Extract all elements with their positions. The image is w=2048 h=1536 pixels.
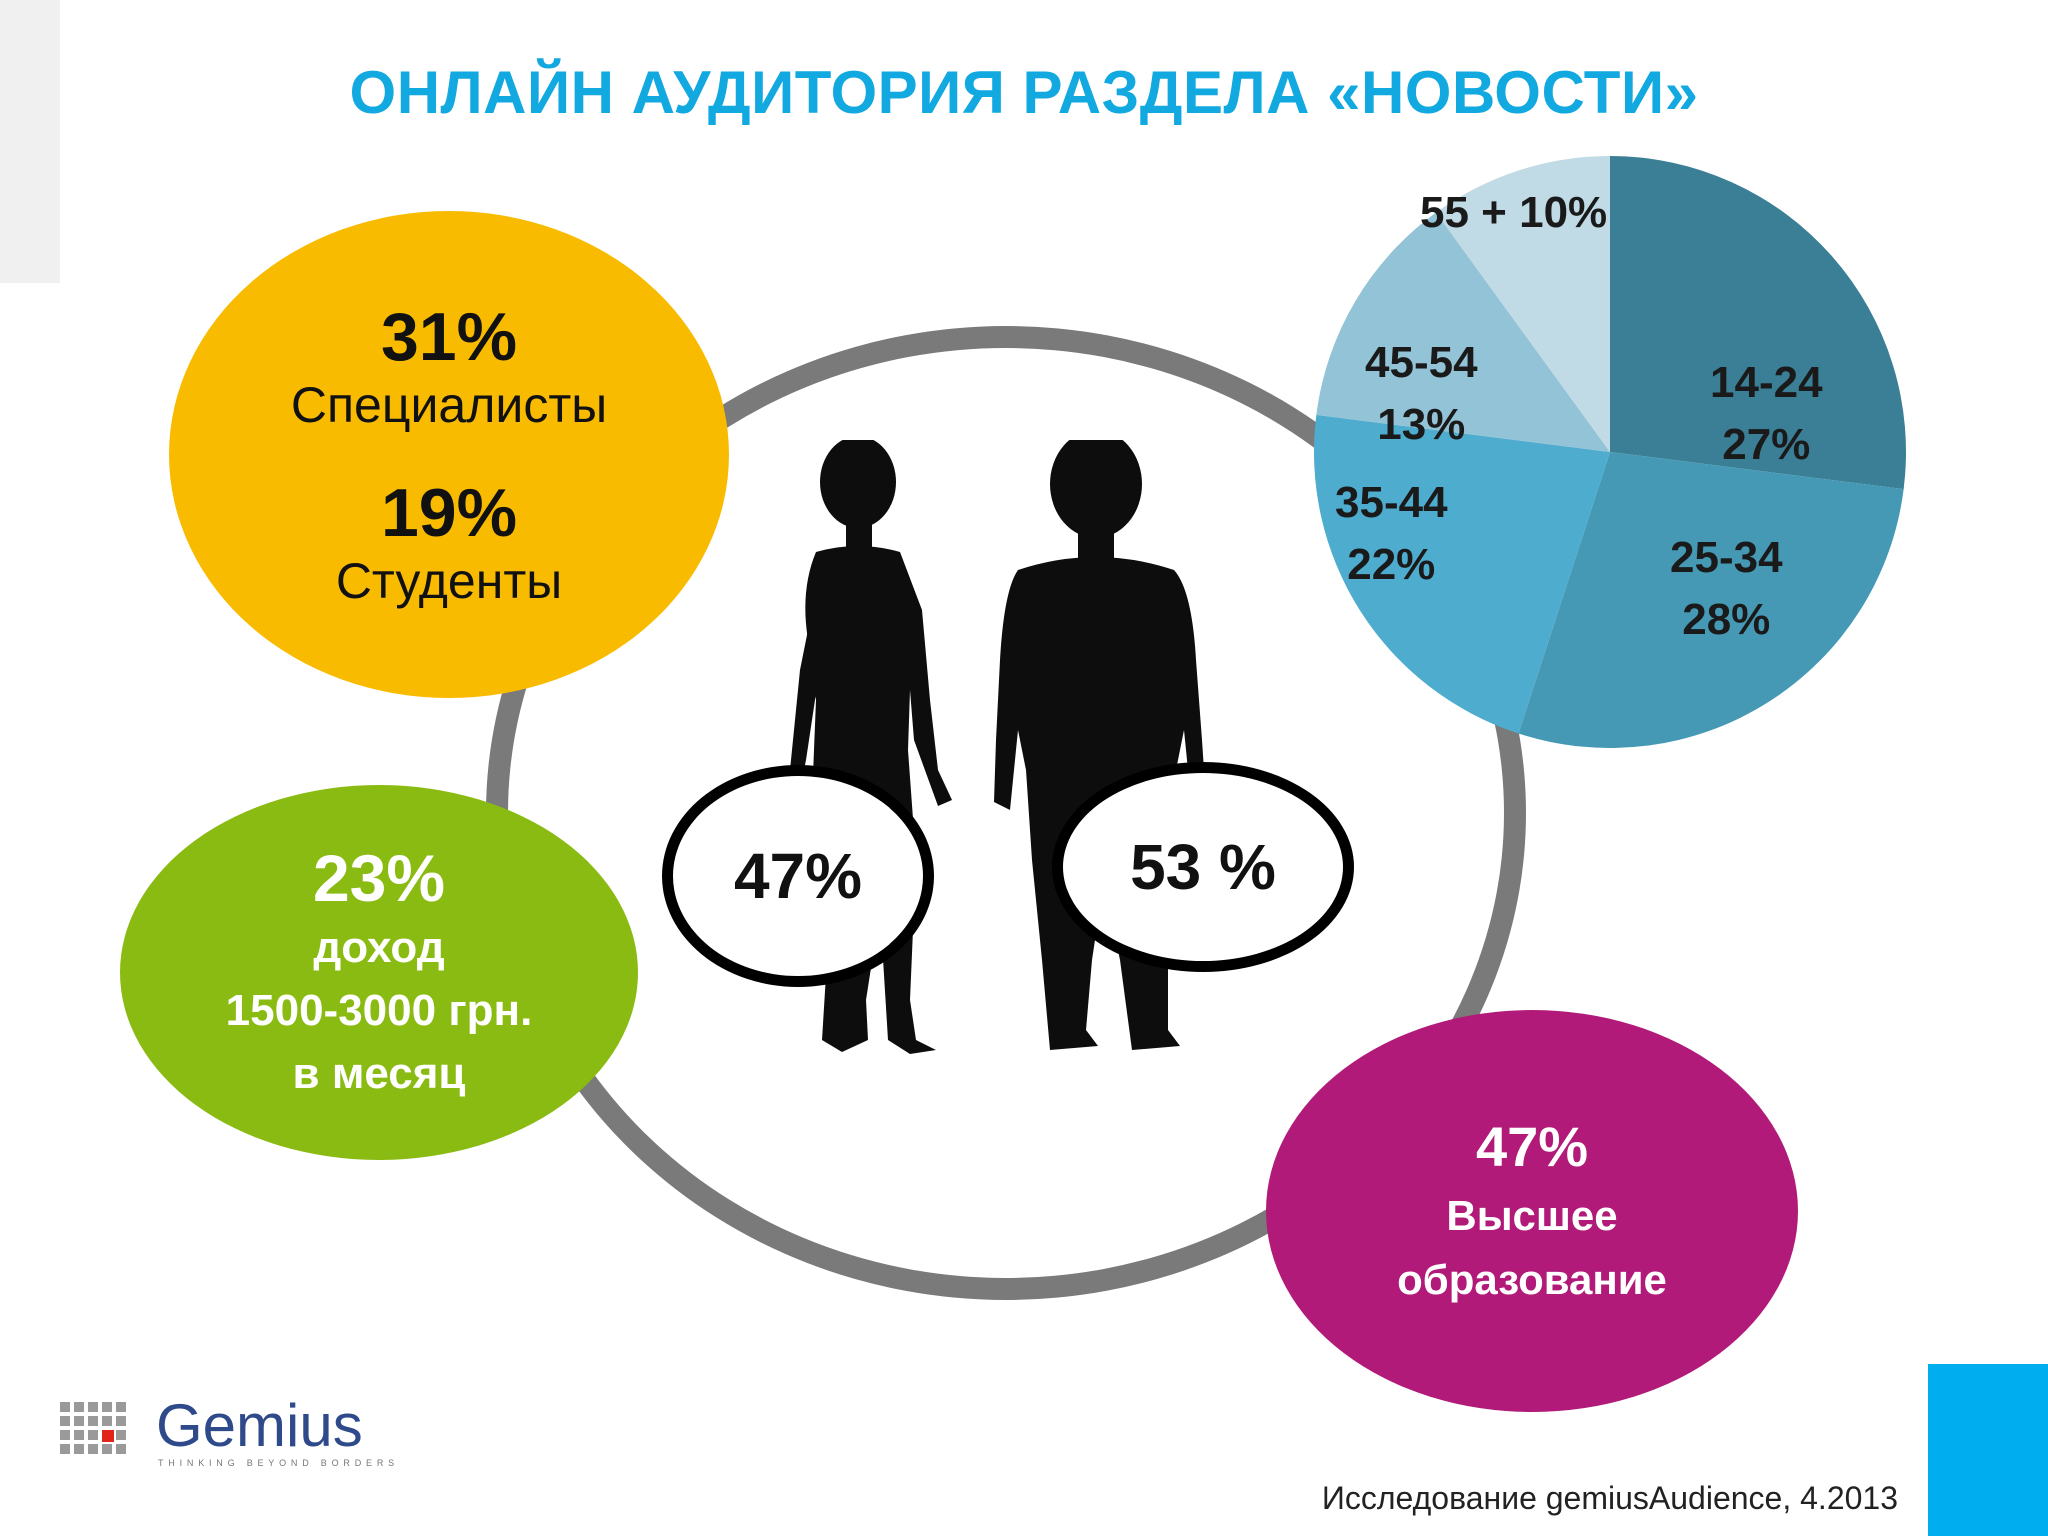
pie-label-35-44: 35-44 22% <box>1335 472 1448 596</box>
students-label: Студенты <box>335 552 563 609</box>
pie-category-35-44: 35-44 <box>1335 478 1448 527</box>
income-line1: доход <box>313 923 445 972</box>
pie-label-14-24: 14-24 27% <box>1710 352 1823 476</box>
pie-category-25-34: 25-34 <box>1670 533 1783 582</box>
education-bubble: 47% Высшее образование <box>1266 1010 1798 1412</box>
pie-slice-25-34 <box>1518 452 1904 748</box>
pie-value-25-34: 28% <box>1682 595 1771 644</box>
corner-accent <box>1928 1364 2048 1536</box>
pie-category-55-plus: 55 + <box>1420 188 1507 237</box>
pie-value-55-plus: 10% <box>1519 188 1608 237</box>
pie-slice-14-24 <box>1610 156 1906 490</box>
pie-value-45-54: 13% <box>1377 400 1466 449</box>
male-share-oval: 53 % <box>1052 762 1354 972</box>
pie-label-55-plus: 55 + 10% <box>1420 182 1607 244</box>
gemius-logo-icon <box>60 1402 126 1454</box>
education-line2: образование <box>1397 1256 1667 1303</box>
left-edge-tab <box>0 0 60 283</box>
pie-value-35-44: 22% <box>1347 540 1436 589</box>
pie-category-45-54: 45-54 <box>1365 338 1478 387</box>
income-line3: в месяц <box>292 1049 466 1098</box>
slide-title: ОНЛАЙН АУДИТОРИЯ РАЗДЕЛА «НОВОСТИ» <box>349 59 1699 126</box>
age-pie-labels: 14-24 27% 25-34 28% 35-44 22% 45-54 13% … <box>1310 152 1910 752</box>
pie-label-45-54: 45-54 13% <box>1365 332 1478 456</box>
students-value: 19% <box>380 474 518 551</box>
occupation-bubble: 31% Специалисты 19% Студенты <box>169 211 729 698</box>
specialists-label: Специалисты <box>290 376 608 433</box>
pie-category-14-24: 14-24 <box>1710 358 1823 407</box>
income-bubble: 23% доход 1500-3000 грн. в месяц <box>120 785 638 1160</box>
specialists-value: 31% <box>380 298 518 375</box>
pie-slice-45-54 <box>1316 212 1610 452</box>
pie-slice-35-44 <box>1314 414 1610 734</box>
pie-label-25-34: 25-34 28% <box>1670 527 1783 651</box>
education-value: 47% <box>1475 1115 1589 1178</box>
pie-slice-55 <box>1436 156 1610 452</box>
income-line2: 1500-3000 грн. <box>225 986 533 1035</box>
source-note: Исследование gemiusAudience, 4.2013 <box>1321 1480 1898 1516</box>
education-line1: Высшее <box>1446 1192 1618 1239</box>
gemius-logo: Gemius THINKING BEYOND BORDERS <box>58 1394 399 1478</box>
age-pie-chart <box>1314 156 1906 748</box>
pie-value-14-24: 27% <box>1722 420 1811 469</box>
logo-tagline: THINKING BEYOND BORDERS <box>158 1458 399 1468</box>
logo-wordmark: Gemius <box>156 1392 363 1459</box>
female-share-oval: 47% <box>662 765 934 987</box>
income-value: 23% <box>312 841 446 915</box>
